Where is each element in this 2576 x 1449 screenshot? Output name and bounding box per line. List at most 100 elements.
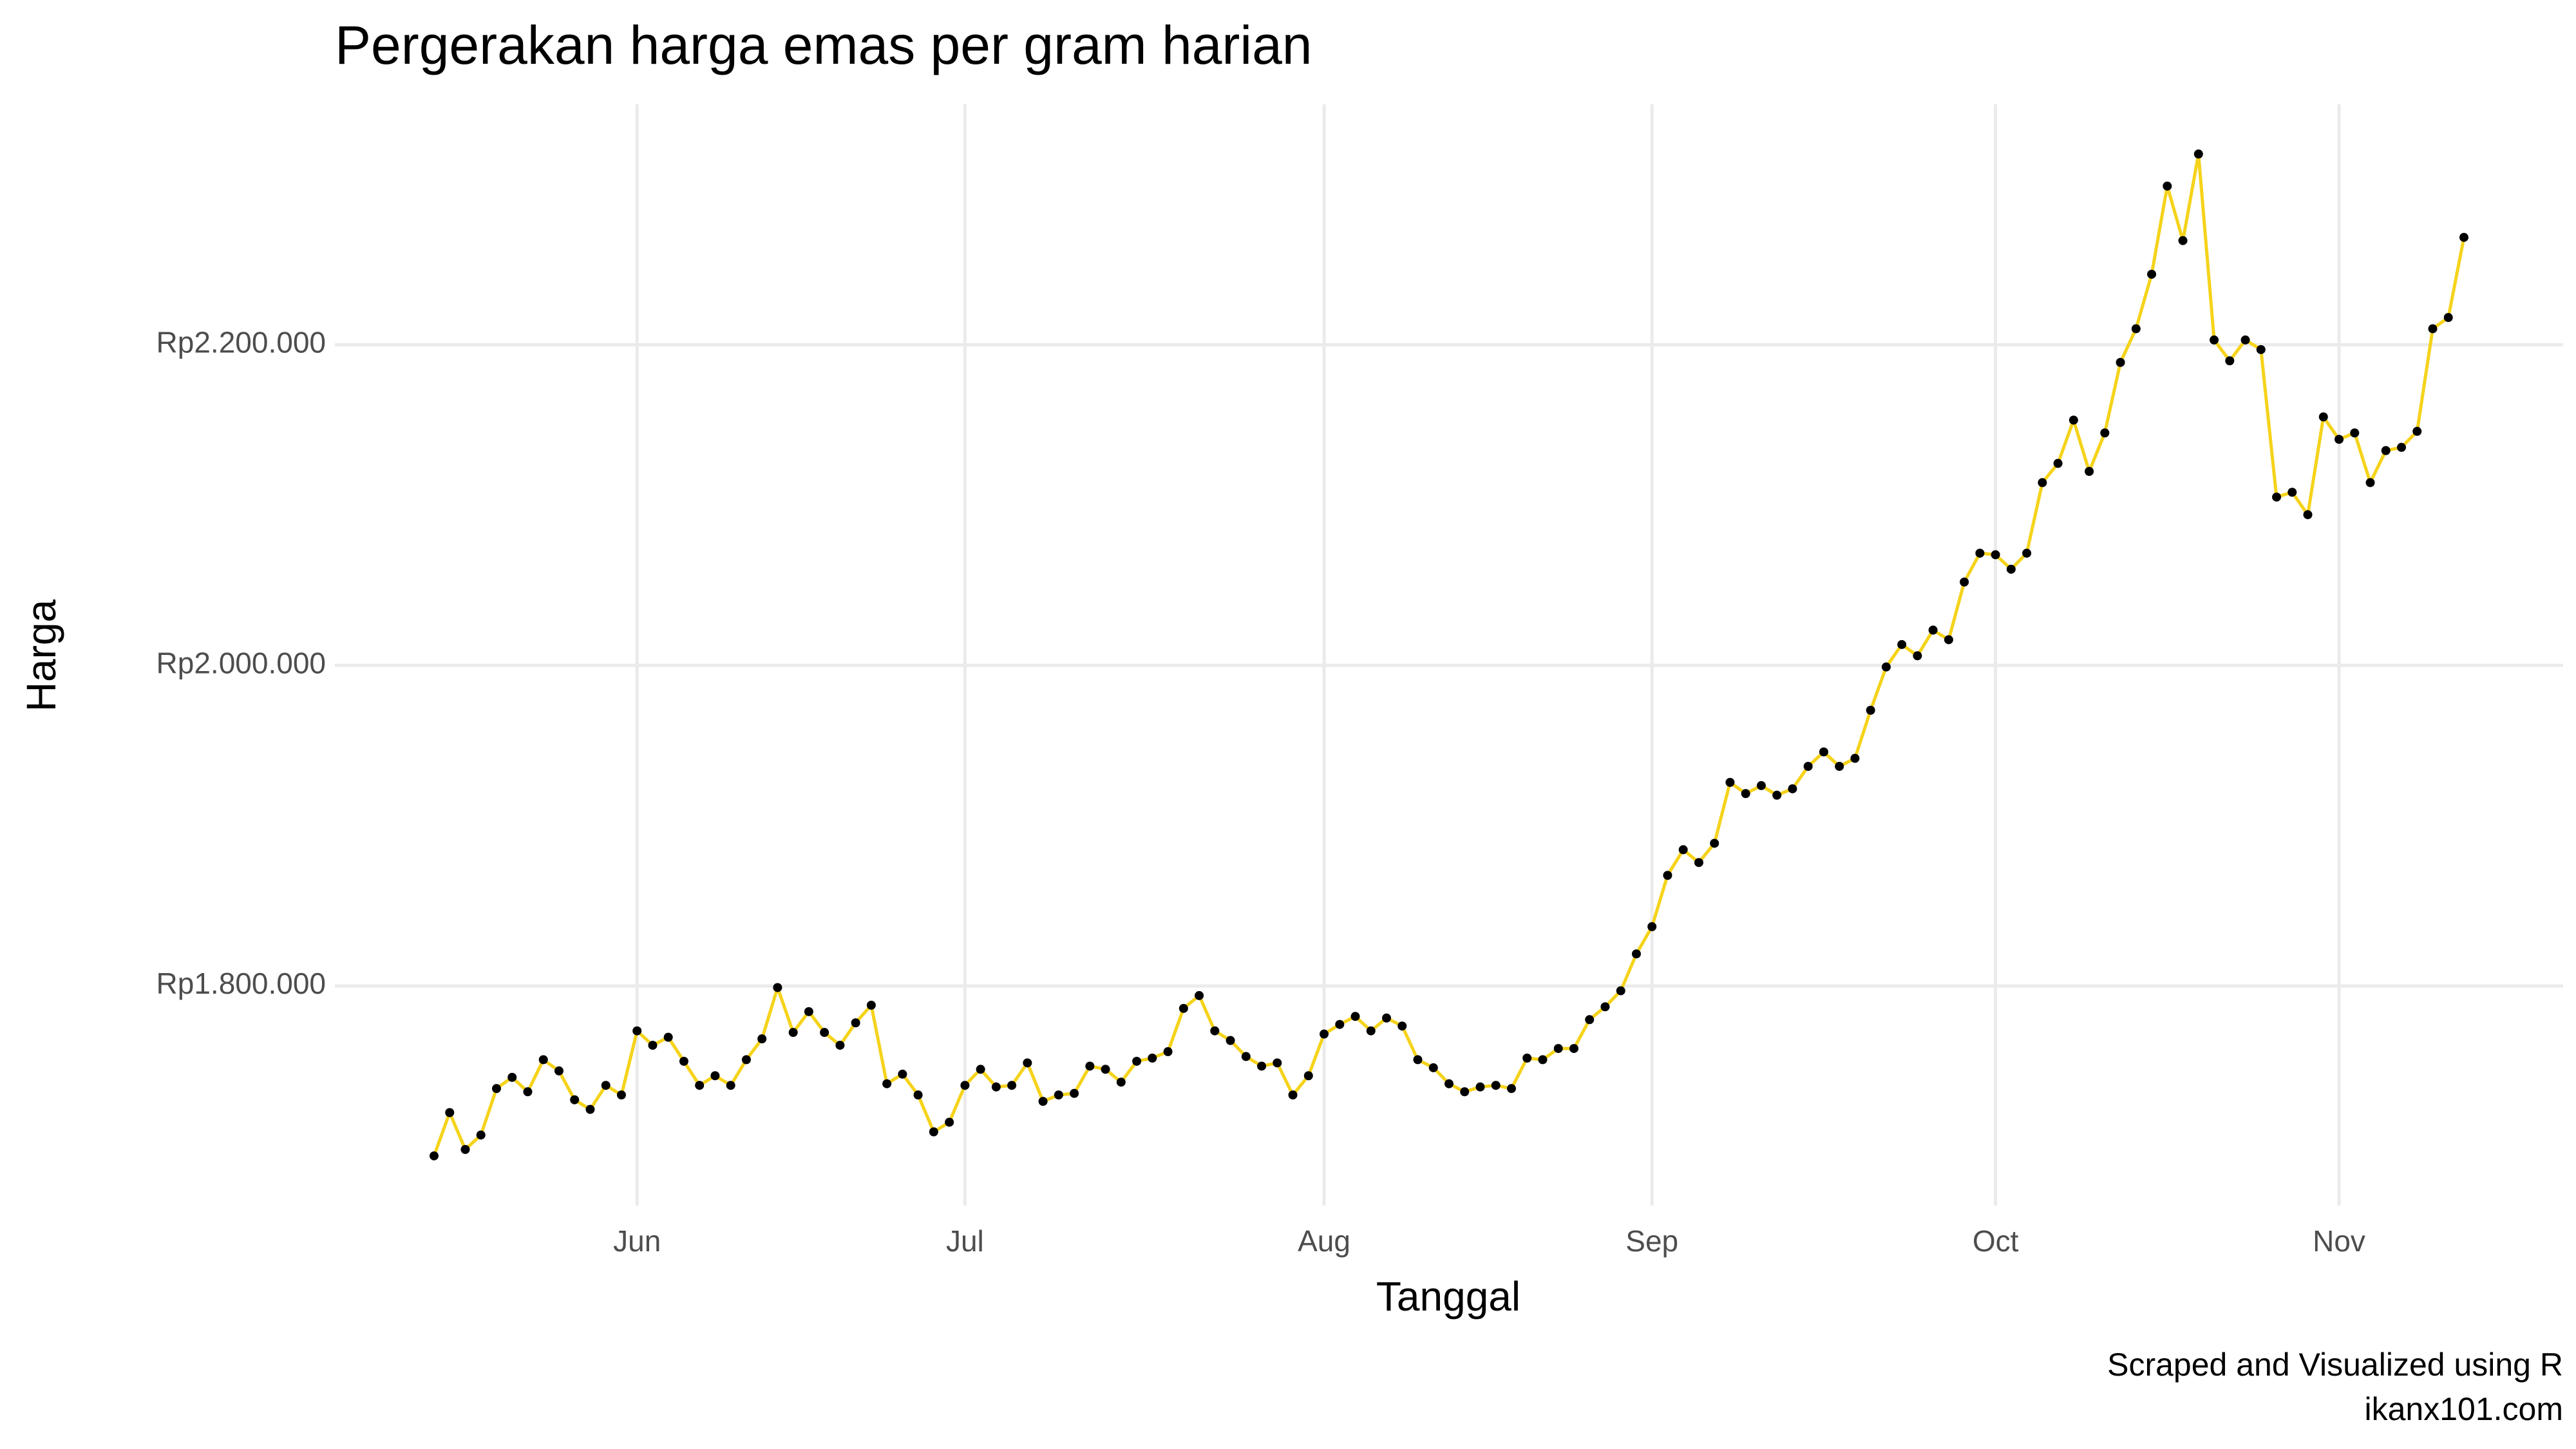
price-point — [476, 1130, 486, 1140]
price-point — [538, 1055, 548, 1065]
price-point — [773, 983, 782, 992]
price-point — [1303, 1071, 1313, 1081]
price-point — [1710, 838, 1719, 848]
price-point — [2022, 548, 2032, 558]
plot — [430, 149, 2468, 1160]
price-point — [445, 1108, 455, 1117]
price-point — [2193, 149, 2203, 159]
price-point — [460, 1144, 470, 1154]
price-point — [1116, 1077, 1126, 1087]
price-point — [2397, 442, 2407, 452]
price-point — [835, 1041, 845, 1050]
price-point — [1866, 705, 1875, 715]
price-point — [1460, 1087, 1470, 1097]
price-point — [1038, 1097, 1048, 1106]
price-point — [585, 1104, 595, 1114]
price-point — [2038, 478, 2047, 488]
price-point — [663, 1032, 673, 1042]
price-point — [1054, 1090, 1063, 1100]
price-point — [960, 1081, 970, 1090]
price-point — [1600, 1002, 1610, 1012]
price-point — [2381, 446, 2391, 455]
price-point — [1023, 1058, 1032, 1068]
x-axis-title: Tanggal — [1376, 1273, 1520, 1320]
price-point — [804, 1007, 813, 1016]
price-point — [1741, 789, 1750, 799]
price-point — [679, 1056, 688, 1066]
price-point — [1148, 1054, 1157, 1063]
price-point — [1616, 986, 1625, 996]
price-point — [757, 1034, 767, 1044]
price-point — [1506, 1084, 1516, 1094]
price-point — [1881, 662, 1891, 672]
price-point — [2100, 428, 2110, 438]
price-point — [1273, 1058, 1282, 1068]
price-point — [929, 1127, 938, 1137]
price-point — [1179, 1003, 1188, 1013]
price-point — [882, 1079, 892, 1088]
price-point — [1210, 1026, 1220, 1036]
price-point — [616, 1090, 626, 1100]
price-point — [1835, 761, 1844, 771]
price-point — [1569, 1044, 1578, 1054]
price-point — [1428, 1063, 1438, 1072]
price-point — [1226, 1036, 1235, 1045]
price-point — [820, 1028, 829, 1037]
grid — [335, 104, 2563, 1206]
price-point — [2350, 428, 2360, 438]
price-point — [1928, 625, 1938, 635]
price-point — [1163, 1047, 1173, 1057]
price-point — [2210, 335, 2219, 345]
price-point — [1007, 1081, 1017, 1090]
price-point — [1085, 1061, 1095, 1071]
price-point — [1756, 781, 1766, 790]
price-point — [1397, 1021, 1407, 1031]
price-point — [2053, 459, 2063, 468]
price-point — [570, 1095, 580, 1104]
price-point — [1960, 577, 1969, 587]
price-point — [2240, 335, 2250, 345]
price-point — [1335, 1019, 1345, 1029]
price-point — [2225, 356, 2235, 366]
price-point — [2365, 478, 2375, 488]
price-point — [1788, 784, 1797, 793]
price-point — [2287, 488, 2297, 497]
price-point — [554, 1066, 564, 1075]
price-point — [2131, 324, 2141, 334]
price-point — [1257, 1061, 1267, 1071]
price-point — [2116, 357, 2125, 367]
price-point — [2318, 412, 2328, 422]
price-point — [1694, 858, 1703, 867]
price-point — [2334, 435, 2344, 444]
price-point — [991, 1082, 1001, 1092]
price-point — [1320, 1029, 1329, 1039]
price-point — [1366, 1026, 1376, 1036]
price-point — [695, 1081, 705, 1090]
price-point — [945, 1117, 954, 1127]
x-tick-label: Aug — [1298, 1224, 1350, 1258]
price-point — [1850, 753, 1860, 763]
price-point — [726, 1081, 735, 1090]
price-point — [1288, 1090, 1298, 1100]
x-tick-label: Nov — [2313, 1224, 2365, 1258]
price-point — [1413, 1055, 1423, 1065]
price-point — [2256, 345, 2266, 354]
price-point — [1772, 790, 1782, 800]
price-point — [898, 1069, 907, 1079]
price-point — [1491, 1081, 1501, 1090]
y-tick-label: Rp1.800.000 — [156, 967, 326, 1000]
price-point — [632, 1026, 642, 1036]
price-point — [1585, 1015, 1595, 1025]
price-point — [851, 1018, 860, 1028]
y-axis-title: Harga — [18, 599, 64, 712]
price-point — [1678, 845, 1688, 855]
price-point — [1350, 1012, 1360, 1021]
x-tick-label: Jul — [946, 1224, 984, 1258]
x-tick-label: Sep — [1625, 1224, 1678, 1258]
price-point — [1975, 548, 1985, 558]
price-point — [741, 1055, 751, 1065]
price-point — [2272, 492, 2282, 502]
price-point — [1991, 550, 2000, 560]
